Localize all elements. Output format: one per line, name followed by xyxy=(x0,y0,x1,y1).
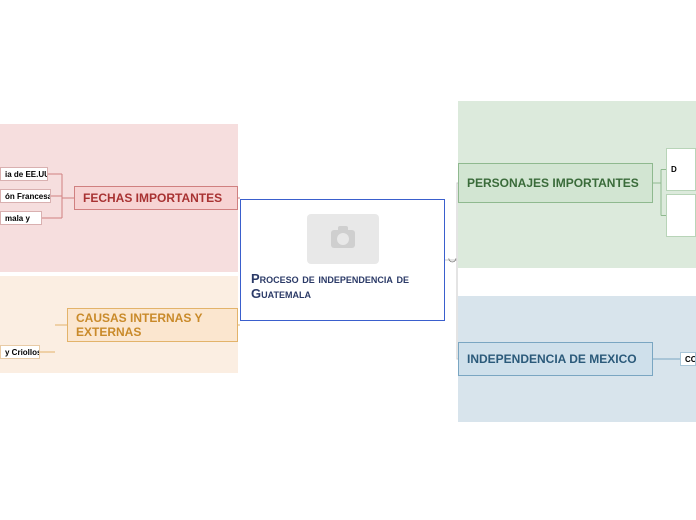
leaf-mexico-0[interactable]: CO xyxy=(680,352,696,366)
leaf-label: ón Francesa xyxy=(5,192,51,201)
leaf-label: D xyxy=(671,165,677,174)
center-title: Proceso de independencia de Guatemala xyxy=(251,272,434,302)
leaf-fechas-1[interactable]: ón Francesa xyxy=(0,189,51,203)
node-label: INDEPENDENCIA DE MEXICO xyxy=(467,352,637,366)
node-causas-internas-externas[interactable]: CAUSAS INTERNAS Y EXTERNAS xyxy=(67,308,238,342)
leaf-label: ia de EE.UU xyxy=(5,170,48,179)
node-label: CAUSAS INTERNAS Y EXTERNAS xyxy=(76,311,229,339)
leaf-causas-0[interactable]: y Criollos xyxy=(0,345,40,359)
leaf-label: mala y xyxy=(5,214,30,223)
leaf-fechas-2[interactable]: mala y xyxy=(0,211,42,225)
node-label: FECHAS IMPORTANTES xyxy=(83,191,222,205)
leaf-personajes-1[interactable] xyxy=(666,194,696,237)
center-node[interactable]: Proceso de independencia de Guatemala xyxy=(240,199,445,321)
leaf-label: CO xyxy=(685,355,696,364)
leaf-fechas-0[interactable]: ia de EE.UU xyxy=(0,167,48,181)
node-fechas-importantes[interactable]: FECHAS IMPORTANTES xyxy=(74,186,238,210)
leaf-personajes-0[interactable]: D xyxy=(666,148,696,191)
camera-icon xyxy=(331,230,355,248)
leaf-label: y Criollos xyxy=(5,348,40,357)
loading-spinner-icon: ◡ xyxy=(448,253,457,264)
node-independencia-mexico[interactable]: INDEPENDENCIA DE MEXICO xyxy=(458,342,653,376)
center-image-placeholder xyxy=(307,214,379,264)
node-personajes-importantes[interactable]: PERSONAJES IMPORTANTES xyxy=(458,163,653,203)
node-label: PERSONAJES IMPORTANTES xyxy=(467,176,639,190)
